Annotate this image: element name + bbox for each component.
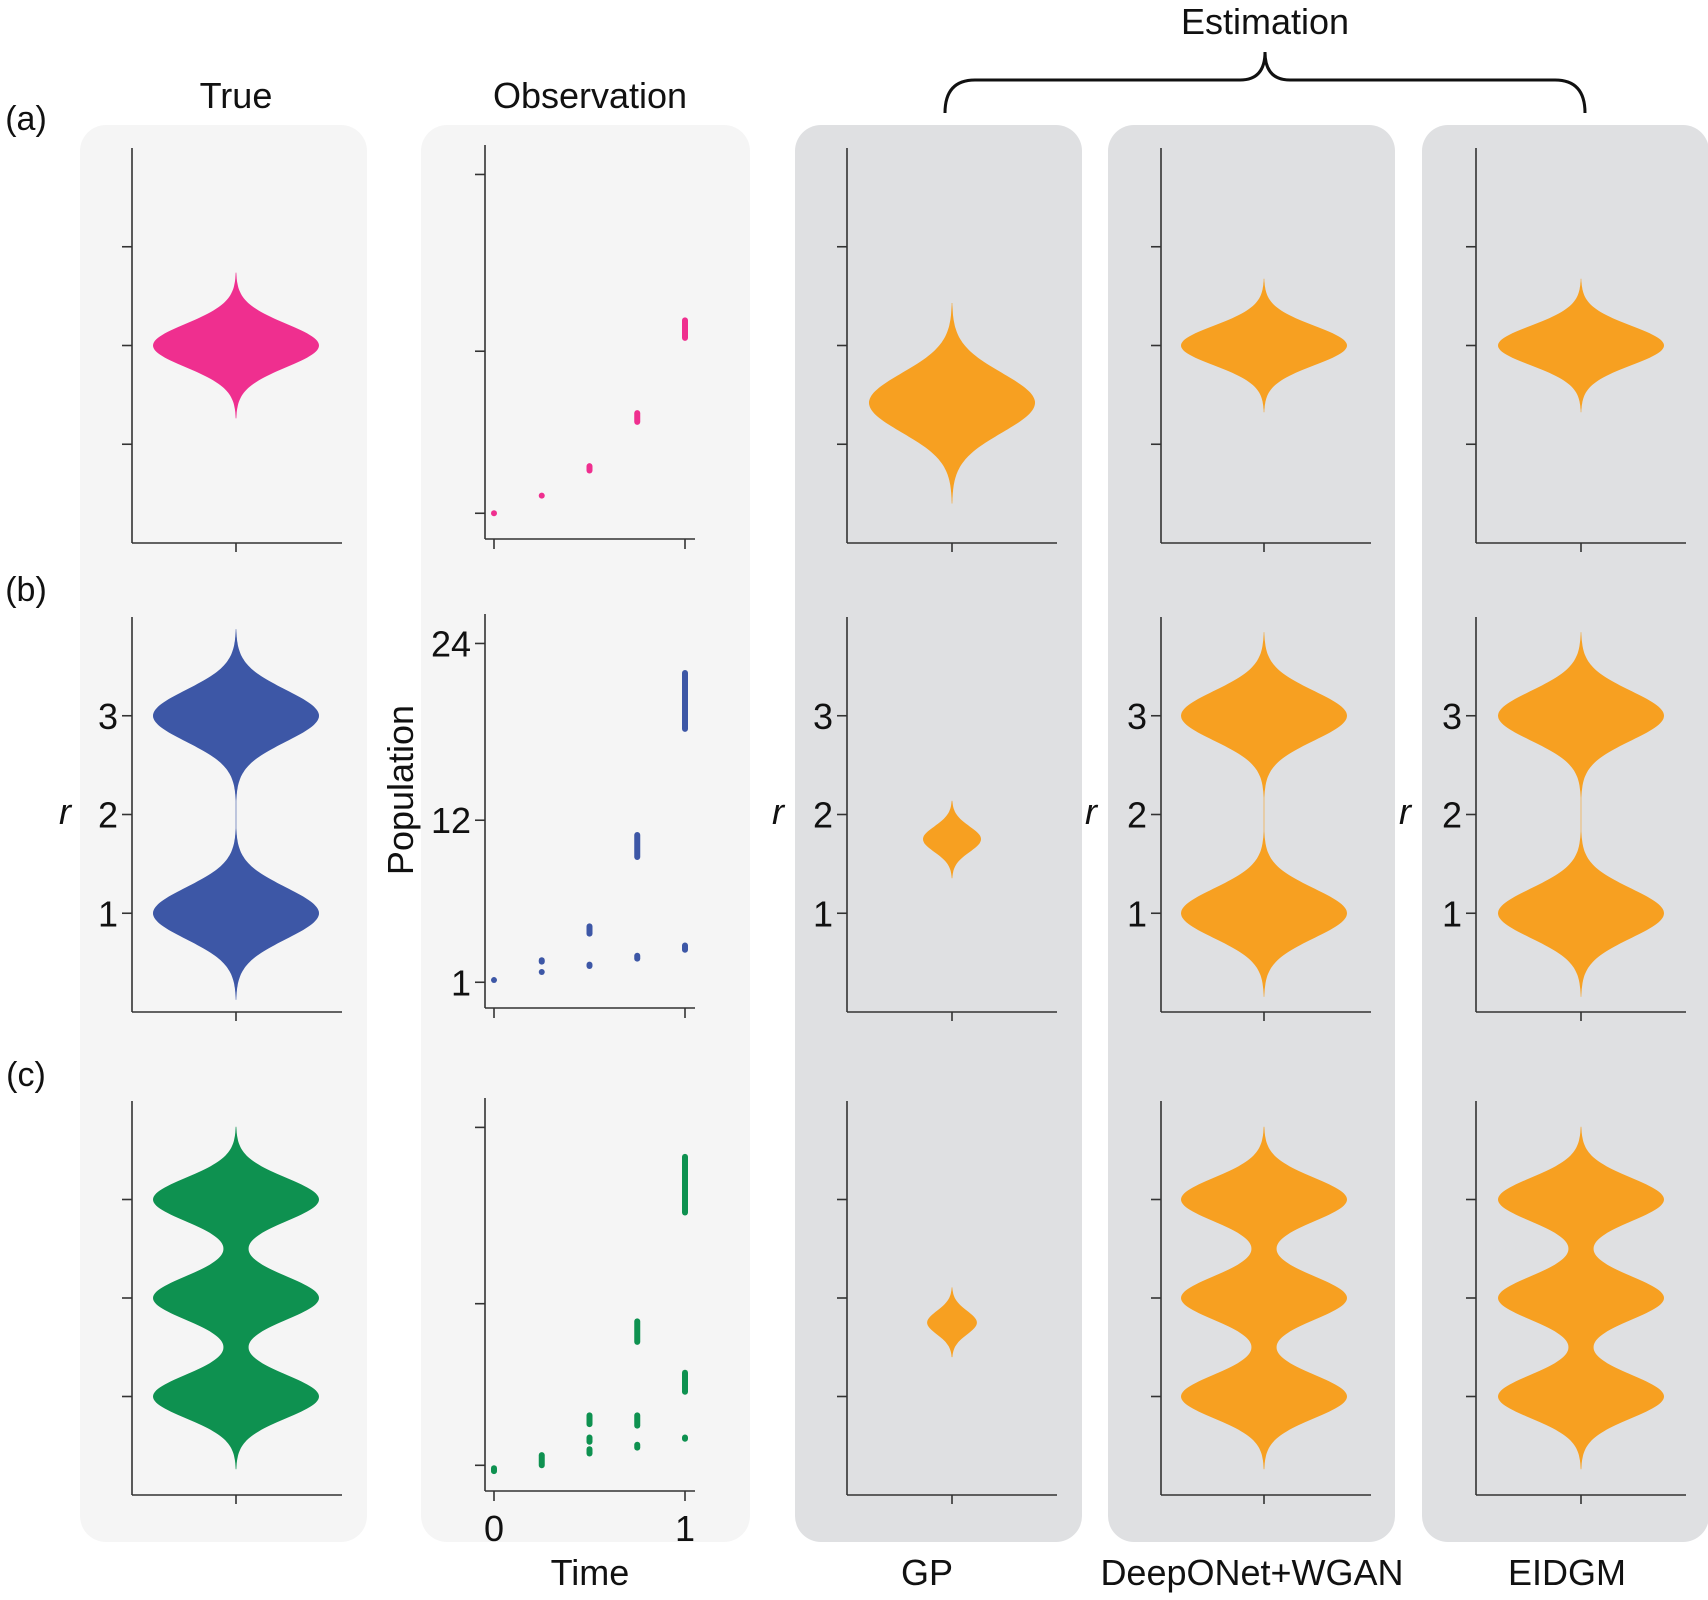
y-tick-label: 12	[431, 800, 471, 841]
violin-plot-eidgm-b: 1 2 3	[1442, 617, 1686, 1021]
row-label-a: (a)	[5, 100, 47, 138]
column-label-eidgm: EIDGM	[1508, 1552, 1626, 1593]
violin-plot-true-b: 1 2 3	[98, 617, 342, 1021]
violin-shape	[153, 1126, 319, 1470]
observation-x-axis-label: Time	[551, 1552, 630, 1593]
y-tick-label: 3	[1127, 696, 1147, 737]
y-tick-label: 2	[98, 795, 118, 836]
violin-shape	[1181, 632, 1347, 997]
violin-plot-deeponet-wgan-a	[1151, 148, 1371, 552]
observation-point-cluster	[682, 942, 688, 953]
y-tick-label: 1	[98, 893, 118, 934]
violin-plot-gp-a	[837, 148, 1057, 552]
observation-point-cluster	[586, 923, 593, 937]
observation-point-cluster	[586, 961, 593, 970]
violin-plot-gp-b: 1 2 3	[813, 617, 1057, 1021]
observation-point-cluster	[682, 669, 688, 732]
row-label-c: (c)	[6, 1056, 46, 1094]
y-tick-label: 1	[1442, 893, 1462, 934]
observation-point-cluster	[491, 977, 497, 984]
panel-observation	[421, 125, 750, 1542]
violin-shape	[153, 272, 319, 419]
column-title-true: True	[200, 75, 273, 116]
observation-point-cluster	[682, 1434, 688, 1442]
observation-point-cluster	[634, 1412, 641, 1429]
column-title-observation: Observation	[493, 75, 687, 116]
violin-shape	[153, 629, 319, 1000]
violin-shape	[1181, 278, 1347, 413]
observation-point-cluster	[538, 492, 545, 499]
observation-point-cluster	[682, 317, 688, 341]
y-tick-label: 1	[813, 893, 833, 934]
observation-point-cluster	[586, 1434, 593, 1445]
y-tick-label: 24	[431, 623, 471, 664]
violin-shape	[923, 800, 981, 879]
observation-point-cluster	[538, 957, 545, 965]
y-tick-label: 2	[1127, 795, 1147, 836]
observation-point-cluster	[538, 968, 545, 975]
observation-point-cluster	[682, 1369, 688, 1395]
violin-shape	[1181, 1126, 1347, 1470]
r-axis-label-deeponet-wgan: r	[1085, 791, 1099, 832]
y-tick-label: 2	[1442, 795, 1462, 836]
violin-plot-eidgm-a	[1466, 148, 1686, 552]
y-tick-label: 2	[813, 795, 833, 836]
observation-point-cluster	[682, 1153, 688, 1216]
x-tick-label: 1	[675, 1508, 695, 1549]
observation-plot-a	[475, 145, 695, 549]
violin-plot-gp-c	[837, 1101, 1057, 1504]
violin-plot-deeponet-wgan-c	[1151, 1101, 1371, 1504]
x-tick-label: 0	[484, 1508, 504, 1549]
observation-plot-b: 1 12 24	[431, 614, 695, 1018]
y-tick-label: 1	[1127, 893, 1147, 934]
y-tick-label: 3	[98, 696, 118, 737]
violin-shape	[927, 1287, 977, 1358]
violin-plot-true-c	[122, 1101, 342, 1504]
violin-shape	[1498, 278, 1664, 413]
r-axis-label-true: r	[59, 791, 73, 832]
observation-point-cluster	[634, 1441, 641, 1451]
observation-point-cluster	[491, 1465, 497, 1475]
violin-plot-true-a	[122, 148, 342, 552]
y-tick-label: 3	[1442, 696, 1462, 737]
observation-point-cluster	[634, 410, 641, 425]
row-label-b: (b)	[5, 571, 47, 609]
panel-backgrounds	[80, 125, 1708, 1542]
observation-point-cluster	[538, 1452, 545, 1469]
violin-shape	[869, 303, 1035, 504]
observation-point-cluster	[586, 463, 593, 474]
r-axis-label-eidgm: r	[1399, 791, 1413, 832]
violin-shape	[1498, 632, 1664, 997]
violin-shape	[1498, 1126, 1664, 1470]
observation-point-cluster	[491, 510, 497, 517]
violin-plot-deeponet-wgan-b: 1 2 3	[1127, 617, 1371, 1021]
violin-plot-eidgm-c	[1466, 1101, 1686, 1504]
r-axis-label-gp: r	[772, 791, 786, 832]
column-label-deeponet-wgan: DeepONet+WGAN	[1100, 1552, 1403, 1593]
estimation-brace	[943, 51, 1587, 114]
label-layer: Estimation True Observation GP DeepONet+…	[5, 1, 1626, 1593]
observation-point-cluster	[634, 832, 641, 861]
observation-point-cluster	[586, 1412, 593, 1428]
observation-point-cluster	[634, 1318, 641, 1345]
y-tick-label: 3	[813, 696, 833, 737]
observation-y-axis-label: Population	[380, 705, 421, 875]
column-label-gp: GP	[901, 1552, 953, 1593]
observation-point-cluster	[586, 1446, 593, 1457]
observation-point-cluster	[634, 952, 641, 962]
y-tick-label: 1	[451, 962, 471, 1003]
group-label-estimation: Estimation	[1181, 1, 1349, 42]
